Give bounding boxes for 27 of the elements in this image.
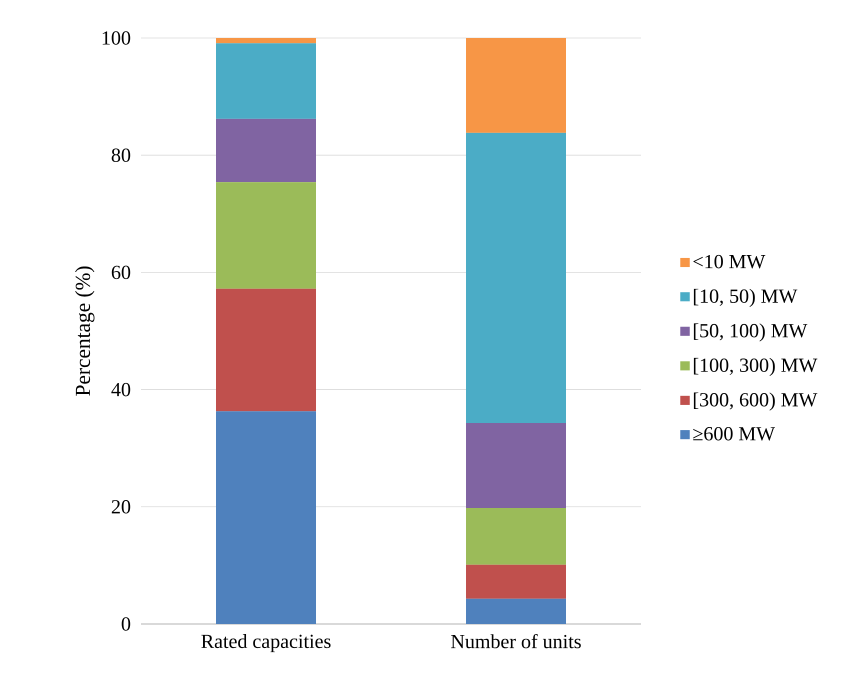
y-tick-label: 100 [102, 31, 130, 45]
y-axis-title: Percentage (%) [75, 266, 94, 396]
legend-label: <10 MW [693, 254, 766, 268]
y-tick-label: 60 [112, 266, 130, 280]
legend-label: [10, 50) MW [694, 288, 798, 307]
y-tick-label: 80 [112, 148, 130, 162]
y-tick-label: 0 [122, 617, 130, 631]
bar [466, 422, 566, 508]
legend-label: [50, 100) MW [694, 323, 808, 342]
x-tick-label: Rated capacities [201, 634, 331, 652]
bar [466, 564, 566, 599]
bar [216, 43, 316, 119]
bar [466, 508, 566, 565]
bar [216, 182, 316, 289]
bar [216, 288, 316, 412]
bar [216, 38, 316, 44]
bar [466, 598, 566, 624]
bar [466, 132, 566, 423]
bar [466, 38, 566, 133]
y-tick-label: 20 [112, 500, 130, 514]
bar [216, 118, 316, 182]
legend-label: ≥600 MW [693, 426, 775, 441]
y-tick-label: 40 [111, 382, 130, 396]
x-tick-label: Number of units [451, 634, 581, 648]
legend-label: [100, 300) MW [694, 358, 818, 376]
legend-label: [300, 600) MW [694, 392, 818, 411]
bar [216, 411, 316, 624]
